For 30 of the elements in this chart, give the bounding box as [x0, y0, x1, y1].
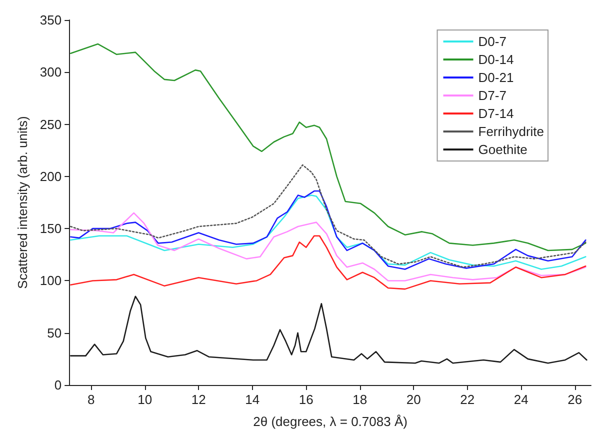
x-tick-label: 20 [406, 392, 421, 407]
line-series [70, 212, 586, 282]
x-tick-label: 12 [191, 392, 206, 407]
x-tick-label: 22 [460, 392, 475, 407]
legend-label: D0-14 [478, 52, 514, 67]
line-series [70, 164, 586, 268]
legend-label: Goethite [478, 142, 528, 157]
y-tick-label: 250 [40, 116, 62, 132]
x-tick-label: 10 [138, 392, 152, 407]
legend-label: D7-7 [478, 88, 506, 103]
x-tick-label: 8 [87, 392, 95, 407]
y-tick-label: 0 [54, 378, 62, 392]
line-series [70, 235, 586, 290]
x-axis-title: 2θ (degrees, λ = 0.7083 Å) [253, 414, 408, 429]
x-tick-label: 24 [514, 392, 528, 407]
x-tick-label: 26 [568, 392, 582, 407]
y-tick-label: 50 [47, 325, 62, 340]
y-tick-label: 100 [40, 273, 62, 288]
y-axis-title: Scattered intensity (arb. units) [15, 116, 30, 289]
y-tick-label: 150 [40, 221, 62, 236]
x-tick-label: 14 [245, 392, 260, 407]
legend-label: D0-21 [478, 70, 514, 85]
y-tick-label: 350 [40, 12, 62, 28]
y-tick-label: 200 [40, 168, 62, 184]
legend-label: Ferrihydrite [478, 124, 544, 139]
y-tick-label: 300 [40, 64, 62, 80]
x-tick-label: 16 [298, 392, 314, 407]
x-tick-label: 18 [352, 392, 368, 407]
legend-label: D0-7 [478, 34, 506, 49]
legend-label: D7-14 [478, 106, 514, 121]
